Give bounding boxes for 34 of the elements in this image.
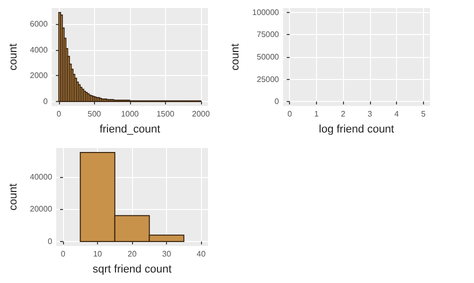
x-tick-label: 20: [128, 250, 138, 258]
x-tick-label: 0: [56, 110, 62, 118]
y-tick-label: 100000: [252, 8, 280, 17]
y-tick-label: 50000: [256, 52, 280, 62]
y-tick-label: 2000: [30, 71, 48, 80]
x-tick-label: 1000: [120, 110, 140, 118]
y-axis-title: count: [8, 184, 20, 210]
x-tick-label: 10: [93, 250, 103, 258]
y-tick-label: 40000: [30, 172, 53, 182]
y-tick-label: 20000: [30, 204, 53, 214]
x-tick-label: 30: [162, 250, 172, 258]
x-tick-label: 40: [196, 250, 206, 258]
x-tick-label: 3: [368, 110, 373, 118]
x-tick-label: 1500: [156, 110, 175, 118]
x-tick-label: 2000: [192, 110, 210, 118]
x-tick-label: 4: [394, 110, 400, 118]
y-axis-title: count: [230, 44, 242, 70]
y-tick-label: 6000: [30, 20, 48, 29]
y-tick-label: 4000: [30, 45, 48, 54]
x-tick-label: 0: [287, 110, 292, 118]
x-axis-title: log friend count: [318, 124, 394, 136]
y-tick-label: 0: [274, 97, 280, 106]
y-tick-label: 0: [43, 97, 48, 106]
x-tick-label: 2: [340, 110, 346, 118]
x-tick-label: 1: [314, 110, 320, 118]
x-axis-title: sqrt friend count: [92, 264, 172, 276]
y-tick-label: 25000: [256, 74, 280, 84]
x-tick-label: 500: [88, 110, 102, 118]
x-tick-label: 0: [60, 250, 66, 258]
y-axis-title: count: [8, 44, 20, 70]
x-tick-label: 5: [421, 110, 426, 118]
x-axis-title: friend_count: [100, 124, 160, 136]
y-tick-label: 75000: [256, 30, 280, 40]
y-tick-label: 0: [48, 237, 53, 246]
